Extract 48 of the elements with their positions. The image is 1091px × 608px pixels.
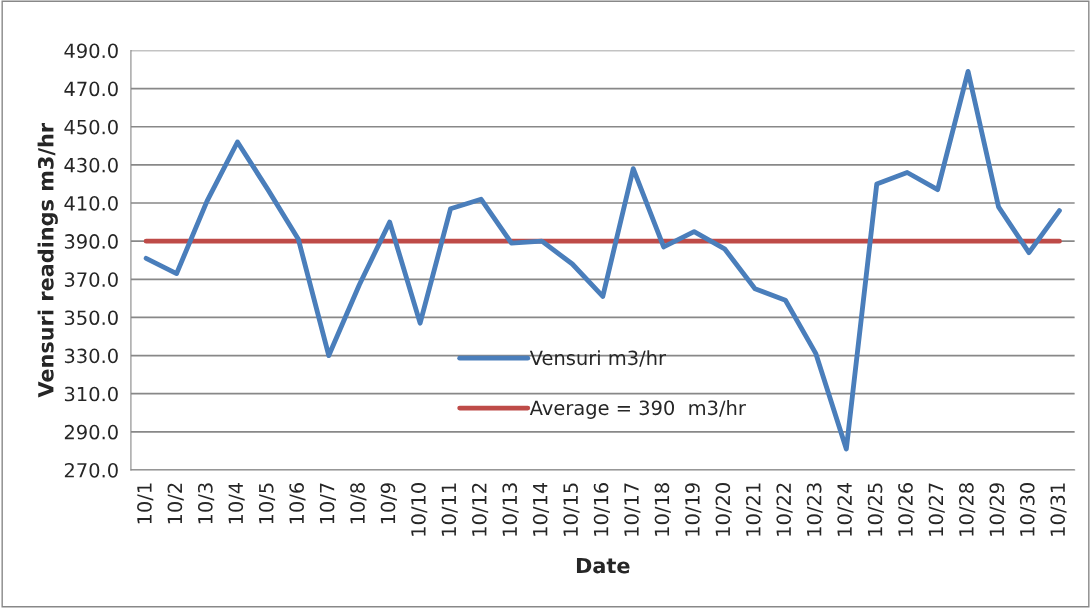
- x-tick-label: 10/7: [319, 483, 336, 524]
- x-tick-label: 10/15: [563, 483, 580, 536]
- x-tick-label: 10/22: [776, 483, 793, 536]
- x-tick-label: 10/30: [1019, 483, 1037, 536]
- x-tick-label: 10/25: [867, 483, 884, 536]
- y-tick-label: 290.0: [64, 424, 118, 440]
- x-tick-label: 10/29: [989, 483, 1006, 536]
- y-tick-label: 330.0: [64, 348, 118, 364]
- y-tick-label: 310.0: [64, 386, 118, 402]
- x-tick-label: 10/2: [167, 483, 184, 524]
- x-tick-label: 10/31: [1050, 483, 1067, 536]
- y-tick-label: 350.0: [64, 310, 118, 326]
- x-tick-label: 10/28: [959, 483, 976, 536]
- x-tick-label: 10/9: [380, 483, 397, 524]
- x-tick-label: 10/24: [837, 482, 854, 536]
- x-tick-label: 10/5: [258, 483, 276, 524]
- x-tick-label: 10/1: [137, 483, 154, 524]
- x-tick-label: 10/17: [624, 483, 641, 536]
- x-tick-label: 10/26: [898, 483, 915, 536]
- y-tick-label: 390.0: [64, 234, 118, 249]
- x-tick-label: 10/13: [502, 483, 519, 536]
- x-tick-label: 10/3: [197, 483, 215, 524]
- x-tick-label: 10/23: [806, 483, 824, 536]
- x-tick-label: 10/20: [715, 483, 732, 536]
- x-tick-label: 10/14: [532, 482, 550, 536]
- x-tick-label: 10/27: [928, 483, 945, 536]
- y-tick-label: 370.0: [64, 272, 118, 287]
- x-tick-label: 10/21: [745, 483, 763, 536]
- x-tick-label: 10/16: [593, 483, 610, 536]
- y-tick-label: 490.0: [64, 43, 118, 59]
- x-tick-label: 10/8: [350, 483, 367, 524]
- x-tick-label: 10/19: [685, 483, 702, 536]
- y-tick-label: 270.0: [64, 462, 118, 478]
- x-tick-label: 10/18: [654, 483, 671, 536]
- y-tick-label: 430.0: [64, 157, 118, 173]
- line-series: [143, 69, 1062, 452]
- x-tick-label: 10/6: [289, 483, 306, 524]
- legend-label: Vensuri m3/hr: [529, 350, 666, 367]
- y-axis-title: Vensuri readings m3/hr: [37, 122, 58, 398]
- legend-label: Average = 390 m3/hr: [529, 400, 746, 419]
- y-tick-label: 450.0: [64, 119, 118, 135]
- y-tick-label: 470.0: [64, 81, 118, 97]
- x-tick-label: 10/10: [411, 483, 428, 536]
- x-axis-title: Date: [576, 557, 630, 574]
- x-tick-label: 10/11: [441, 483, 458, 536]
- y-tick-label: 410.0: [64, 195, 118, 211]
- x-tick-label: 10/4: [228, 482, 245, 524]
- x-tick-label: 10/12: [471, 483, 489, 536]
